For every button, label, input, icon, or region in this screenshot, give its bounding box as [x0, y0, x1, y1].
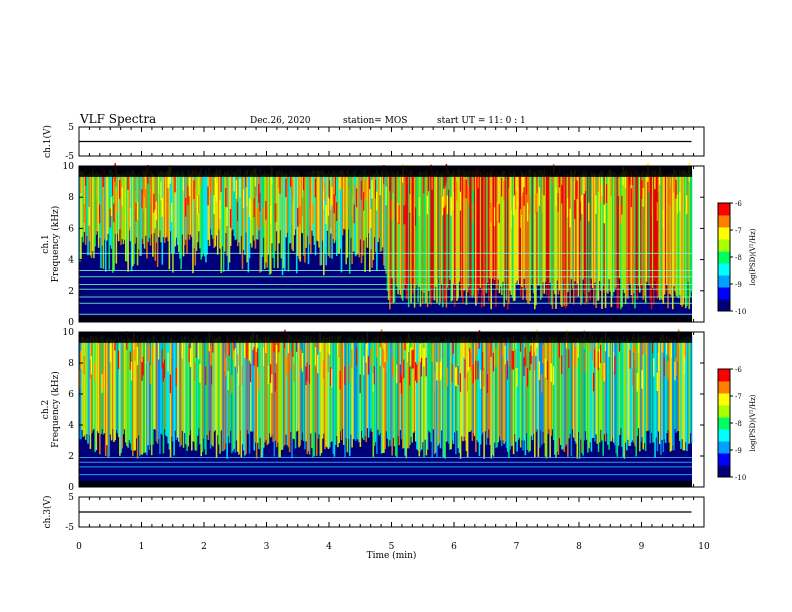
colorbar-segment: [718, 299, 730, 312]
ch1-spectrogram-ytick: 6: [68, 224, 74, 234]
colorbar-tick: -9: [735, 447, 742, 455]
colorbar-segment: [718, 405, 730, 418]
x-tick-label: 8: [576, 542, 582, 552]
ch2-spectrogram-image: [79, 329, 693, 487]
colorbar-tick: -10: [735, 474, 746, 482]
ch2-spectrogram-ylabel: Frequency (kHz): [50, 371, 61, 448]
colorbar-segment: [718, 239, 730, 252]
ch1-waveform-ytick: -5: [65, 152, 74, 162]
colorbar-label: log(PSD)(V²/Hz): [749, 394, 757, 451]
date-label: Dec.26, 2020: [250, 116, 311, 126]
colorbar-tick: -8: [735, 420, 742, 428]
ch1-spectrogram-ytick: 10: [63, 162, 75, 172]
colorbar-tick: -6: [735, 366, 742, 374]
station-label: station= MOS: [343, 116, 407, 126]
colorbars: -6 -7 -8 -9 -10 log(PSD)(V²/Hz) -6 -7 -8 -9 -10 log…: [717, 200, 757, 482]
ch1-waveform-panel: 5 -5 ch.1(V): [42, 123, 705, 162]
ch3-waveform-panel: 5 -5 ch.3(V): [42, 493, 705, 533]
colorbar-segment: [718, 393, 730, 406]
ch1-waveform-ylabel: ch.1(V): [42, 125, 53, 158]
x-tick-label: 6: [451, 542, 457, 552]
x-tick-label: 2: [201, 542, 207, 552]
colorbar-segment: [718, 417, 730, 430]
colorbar-segment: [718, 441, 730, 454]
colorbar-segment: [718, 263, 730, 276]
x-axis: 0 1 2 3 4 5 6 7 8 9 10 Time (min): [76, 542, 710, 561]
ch1-spectrogram-image: [79, 162, 693, 322]
ch2-spectrogram-colorbar: -6 -7 -8 -9 -10 log(PSD)(V²/Hz): [717, 366, 757, 482]
ch1-spectrogram-ytick: 4: [68, 256, 74, 266]
ch2-spectrogram-panel: 0 2 4 6 8 10 ch.2 Frequency (kHz): [41, 328, 705, 493]
ch3-waveform-ylabel: ch.3(V): [42, 496, 53, 529]
ch2-spectrogram-ylabel: ch.2: [41, 400, 51, 419]
ch1-spectrogram-ylabel: Frequency (kHz): [50, 206, 61, 283]
ch3-waveform-ytick: -5: [65, 523, 74, 533]
colorbar-segment: [718, 369, 730, 382]
colorbar-segment: [718, 275, 730, 288]
x-tick-label: 1: [139, 542, 145, 552]
x-axis-label: Time (min): [367, 550, 417, 561]
colorbar-segment: [718, 453, 730, 466]
colorbar-segment: [718, 227, 730, 240]
x-tick-label: 7: [514, 542, 520, 552]
colorbar-segment: [718, 203, 730, 216]
ch2-spectrogram-ytick: 4: [68, 421, 74, 431]
ch2-spectrogram-ytick: 0: [68, 483, 74, 493]
x-tick-label: 3: [264, 542, 270, 552]
ch1-spectrogram-colorbar: -6 -7 -8 -9 -10 log(PSD)(V²/Hz): [717, 200, 757, 316]
colorbar-segment: [718, 251, 730, 264]
ch1-spectrogram-ylabel: ch.1: [41, 234, 51, 253]
x-tick-label: 0: [76, 542, 82, 552]
ch2-spectrogram-ytick: 10: [63, 328, 75, 338]
colorbar-segment: [718, 215, 730, 228]
x-tick-label: 10: [698, 542, 710, 552]
colorbar-tick: -9: [735, 281, 742, 289]
ch1-spectrogram-panel: 0 2 4 6 8 10 ch.1 Frequency (kHz): [41, 162, 705, 328]
x-tick-label: 4: [326, 542, 332, 552]
ch1-spectrogram-ytick: 0: [68, 318, 74, 328]
start-time-label: start UT = 11: 0 : 1: [437, 116, 526, 126]
colorbar-label: log(PSD)(V²/Hz): [749, 228, 757, 285]
colorbar-segment: [718, 465, 730, 478]
colorbar-tick: -6: [735, 200, 742, 208]
colorbar-segment: [718, 381, 730, 394]
ch2-spectrogram-ytick: 2: [68, 452, 74, 462]
colorbar-segment: [718, 287, 730, 300]
colorbar-segment: [718, 429, 730, 442]
x-tick-label: 5: [389, 542, 395, 552]
figure-title: VLF Spectra: [79, 112, 156, 126]
ch1-waveform-ytick: 5: [68, 123, 74, 133]
colorbar-tick: -8: [735, 254, 742, 262]
colorbar-tick: -7: [735, 393, 742, 401]
ch3-waveform-ytick: 5: [68, 493, 74, 503]
ch1-spectrogram-ytick: 2: [68, 287, 74, 297]
ch1-spectrogram-ytick: 8: [68, 193, 74, 203]
ch2-spectrogram-ytick: 8: [68, 359, 74, 369]
x-tick-label: 9: [639, 542, 645, 552]
colorbar-tick: -10: [735, 308, 746, 316]
colorbar-tick: -7: [735, 227, 742, 235]
ch2-spectrogram-ytick: 6: [68, 390, 74, 400]
